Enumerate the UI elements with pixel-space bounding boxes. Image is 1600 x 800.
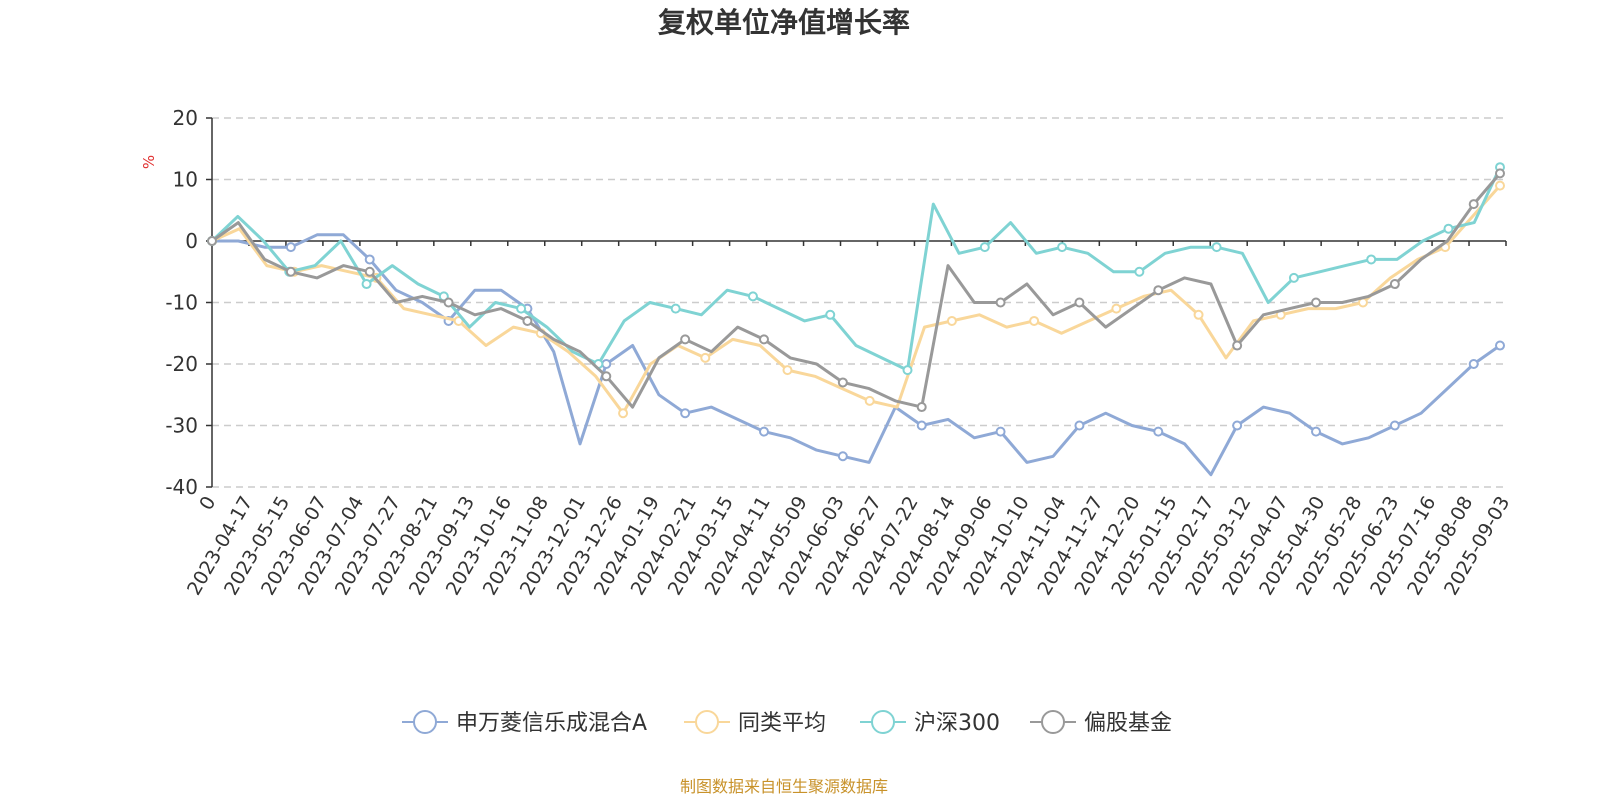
series-point-3 (1468, 199, 1479, 210)
series-point-1 (1495, 180, 1505, 191)
legend-label: 同类平均 (738, 711, 826, 736)
series-line-3 (211, 172, 1502, 409)
series-point-0 (1232, 420, 1243, 431)
series-point-3 (1153, 285, 1164, 296)
series-point-0 (364, 254, 375, 265)
legend-item-1[interactable]: 同类平均 (684, 710, 826, 736)
series-line-0 (212, 233, 1501, 477)
series-point-1 (1029, 315, 1040, 326)
series-point-0 (1495, 340, 1505, 351)
series-point-0 (837, 451, 848, 462)
series-point-0 (759, 426, 769, 437)
series-point-2 (825, 309, 836, 320)
series-point-2 (1443, 223, 1454, 234)
y-tick-label: 10 (173, 168, 198, 192)
series-point-2 (670, 303, 681, 314)
series-point-1 (618, 408, 629, 419)
series-point-3 (1232, 340, 1243, 351)
legend-marker-icon (695, 710, 719, 734)
legend-item-3[interactable]: 偏股基金 (1030, 710, 1172, 736)
series-point-3 (364, 266, 375, 277)
series-point-3 (443, 297, 454, 308)
series-point-0 (1074, 420, 1085, 431)
series-point-0 (1311, 426, 1321, 437)
series-point-1 (946, 315, 957, 326)
series-point-2 (979, 242, 990, 253)
series-point-0 (916, 420, 927, 431)
series-point-2 (516, 303, 527, 314)
y-tick-label: -40 (165, 475, 198, 499)
series-point-2 (1211, 242, 1222, 253)
series-point-3 (916, 402, 927, 413)
series-point-2 (747, 291, 758, 302)
series-point-0 (680, 408, 691, 419)
series-point-2 (1288, 272, 1299, 283)
series-point-2 (361, 279, 372, 290)
series-point-3 (601, 371, 612, 382)
legend-marker-icon (1041, 710, 1065, 734)
series-point-0 (1468, 359, 1479, 369)
series-point-0 (285, 242, 296, 253)
series-point-3 (522, 315, 533, 326)
legend-marker-icon (413, 710, 437, 734)
series-point-1 (700, 352, 711, 363)
legend-label: 申万菱信乐成混合A (456, 711, 647, 736)
legend[interactable]: 申万菱信乐成混合A 同类平均 沪深300 偏股基金 (402, 710, 1172, 736)
y-tick-label: 20 (173, 106, 198, 130)
legend-label: 沪深300 (914, 711, 1000, 736)
series-point-2 (1057, 242, 1068, 253)
series-point-1 (864, 395, 875, 406)
series-point-3 (1495, 168, 1505, 179)
series-point-3 (207, 236, 217, 246)
series-point-3 (285, 266, 296, 277)
legend-label: 偏股基金 (1084, 711, 1172, 736)
legend-item-0[interactable]: 申万菱信乐成混合A (402, 710, 647, 736)
chart-title: 复权单位净值增长率 (658, 6, 910, 39)
series-line-2 (210, 166, 1502, 372)
series-point-0 (1153, 426, 1164, 437)
series-point-3 (759, 334, 769, 345)
x-origin-label: 0 (195, 493, 220, 514)
series-point-1 (1193, 309, 1204, 320)
series-point-3 (1311, 297, 1321, 308)
y-tick-label: -20 (165, 352, 198, 376)
series-point-1 (1111, 303, 1122, 314)
series-point-3 (837, 377, 848, 388)
series-point-2 (1366, 254, 1377, 265)
series-point-3 (995, 297, 1006, 308)
series-point-1 (782, 365, 793, 376)
y-tick-label: -30 (165, 414, 198, 438)
y-tick-label: -10 (165, 291, 198, 315)
data-source-note: 制图数据来自恒生聚源数据库 (680, 777, 888, 796)
legend-marker-icon (871, 710, 895, 734)
series-point-0 (1389, 420, 1400, 431)
series-point-2 (1134, 266, 1145, 277)
series-point-2 (902, 365, 913, 376)
series-layer (207, 162, 1505, 477)
series-point-3 (1074, 297, 1085, 308)
series-point-3 (1389, 279, 1400, 290)
legend-item-2[interactable]: 沪深300 (860, 710, 1000, 736)
series-point-3 (680, 334, 691, 345)
y-tick-label: 0 (185, 229, 198, 253)
y-axis-unit-label: % (140, 155, 158, 169)
series-point-0 (995, 426, 1006, 437)
series-point-0 (601, 359, 612, 369)
